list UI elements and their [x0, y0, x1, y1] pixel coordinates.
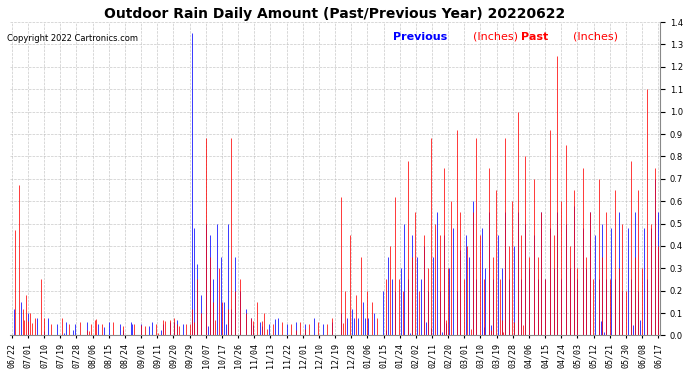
Text: Copyright 2022 Cartronics.com: Copyright 2022 Cartronics.com: [7, 34, 138, 43]
Title: Outdoor Rain Daily Amount (Past/Previous Year) 20220622: Outdoor Rain Daily Amount (Past/Previous…: [104, 7, 566, 21]
Text: Previous: Previous: [393, 32, 448, 42]
Text: (Inches): (Inches): [573, 32, 618, 42]
Text: Past: Past: [521, 32, 548, 42]
Text: (Inches): (Inches): [473, 32, 518, 42]
